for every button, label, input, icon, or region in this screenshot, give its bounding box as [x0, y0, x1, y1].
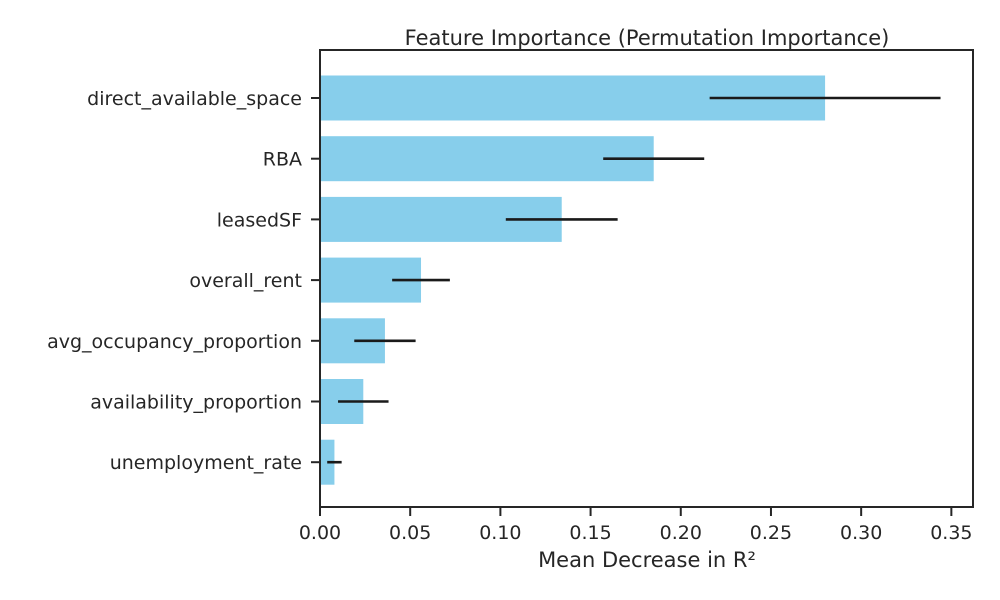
x-tick-label: 0.30 — [840, 522, 882, 544]
y-axis: direct_available_space RBA leasedSF overall… — [47, 88, 320, 474]
y-tick-label: RBA — [263, 149, 302, 171]
y-tick-label: overall_rent — [189, 270, 302, 292]
y-tick-label: avg_occupancy_proportion — [47, 331, 302, 353]
y-tick-label: direct_available_space — [87, 88, 302, 110]
bar-unemployment_rate — [320, 439, 335, 485]
x-tick-label: 0.10 — [479, 522, 521, 544]
x-axis: 0.00 0.05 0.10 0.15 0.20 0.25 0.30 0.35 — [299, 507, 973, 544]
x-tick-label: 0.25 — [750, 522, 792, 544]
bars-layer — [320, 75, 826, 485]
x-tick-label: 0.05 — [389, 522, 431, 544]
error-bars-layer — [327, 96, 941, 464]
x-tick-label: 0.15 — [569, 522, 611, 544]
x-axis-label: Mean Decrease in R² — [538, 548, 756, 572]
chart-title: Feature Importance (Permutation Importan… — [405, 26, 890, 50]
plot-frame — [319, 49, 974, 508]
y-tick-label: leasedSF — [217, 209, 302, 231]
bar-RBA — [320, 136, 654, 182]
x-tick-label: 0.00 — [299, 522, 341, 544]
y-tick-label: availability_proportion — [90, 392, 302, 414]
x-tick-label: 0.35 — [930, 522, 972, 544]
x-tick-label: 0.20 — [660, 522, 702, 544]
y-tick-label: unemployment_rate — [110, 452, 302, 474]
